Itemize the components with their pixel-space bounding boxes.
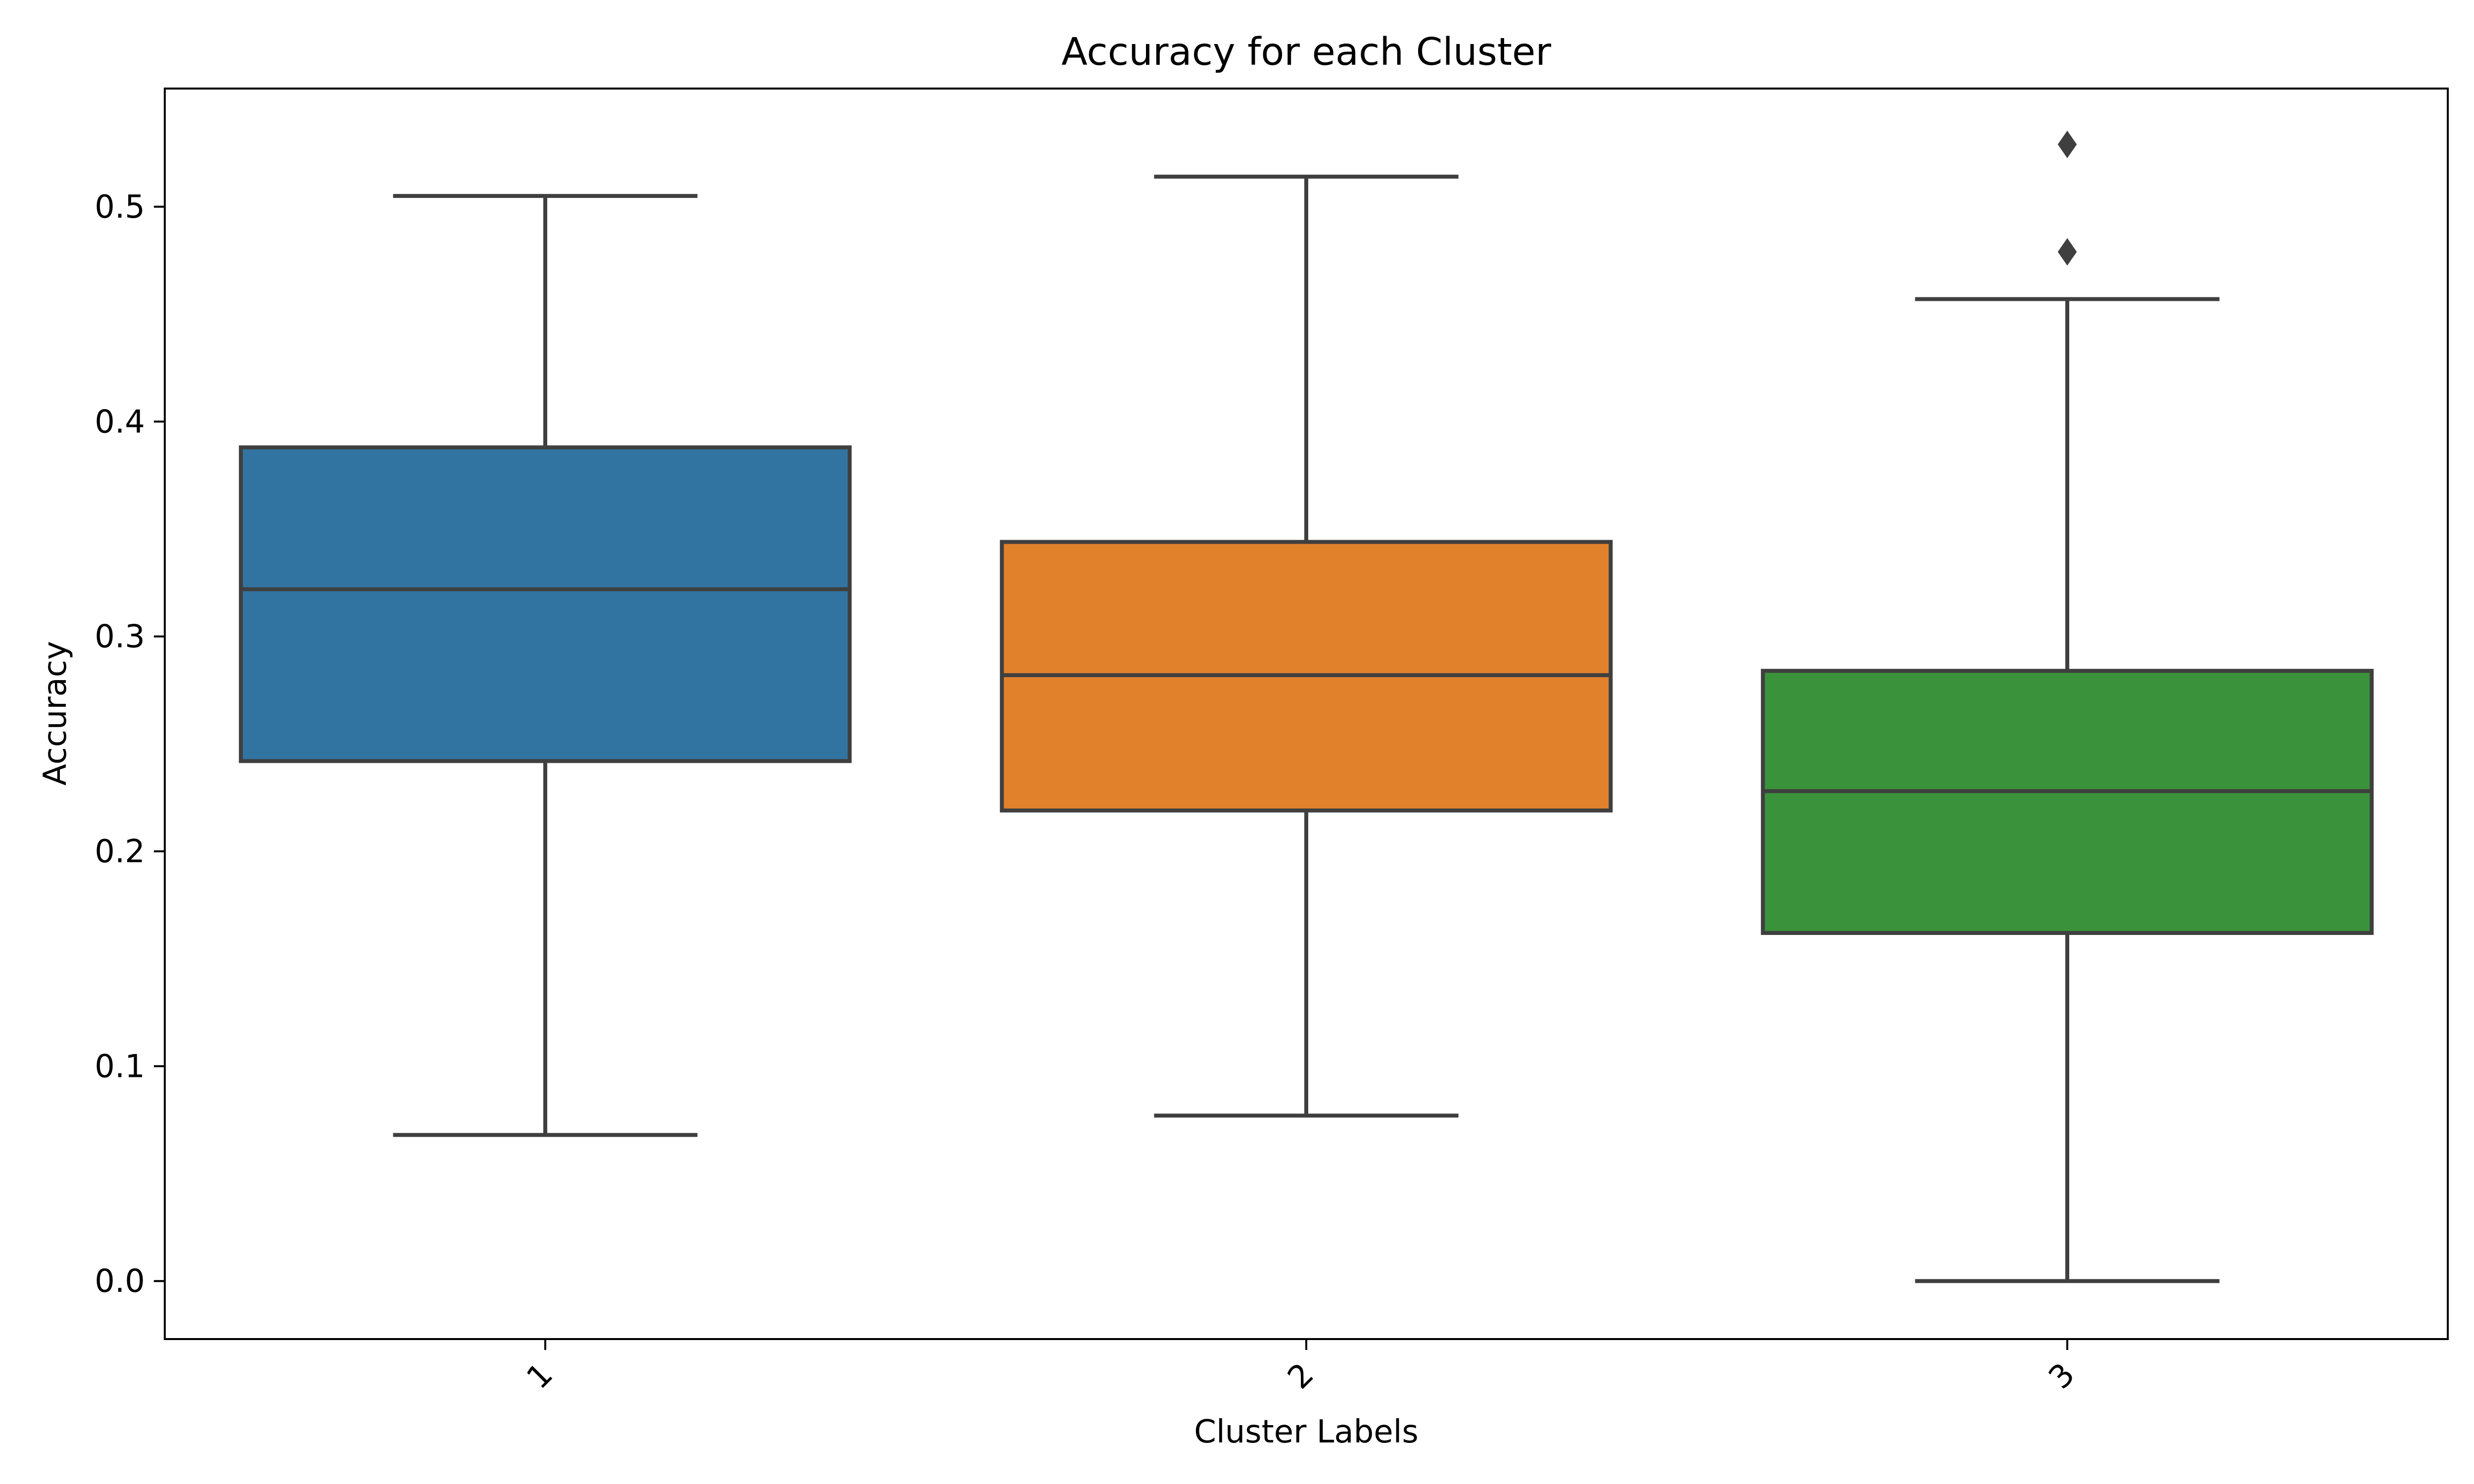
y-tick-label: 0.2 bbox=[95, 834, 145, 870]
y-tick-label: 0.0 bbox=[95, 1263, 145, 1300]
y-tick-label: 0.3 bbox=[95, 619, 145, 655]
box-group-cluster-1 bbox=[238, 194, 852, 1137]
y-tick-label: 0.1 bbox=[95, 1048, 145, 1085]
y-axis-label: Accuracy bbox=[37, 641, 74, 786]
box-iqr bbox=[1760, 669, 2374, 935]
y-axis: 0.0 0.1 0.2 0.3 0.4 0.5 bbox=[95, 189, 165, 1300]
x-axis-label: Cluster Labels bbox=[1194, 1414, 1419, 1450]
box-group-cluster-2 bbox=[999, 175, 1613, 1118]
y-tick-label: 0.5 bbox=[95, 189, 145, 226]
plot-area bbox=[238, 131, 2374, 1283]
y-tick-label: 0.4 bbox=[95, 404, 145, 440]
chart-title: Accuracy for each Cluster bbox=[1061, 30, 1551, 74]
outlier-point bbox=[2057, 131, 2077, 158]
axes-frame bbox=[164, 88, 2449, 1340]
box-iqr bbox=[238, 445, 852, 763]
outlier-point bbox=[2057, 238, 2077, 266]
box-group-cluster-3 bbox=[1760, 131, 2374, 1283]
